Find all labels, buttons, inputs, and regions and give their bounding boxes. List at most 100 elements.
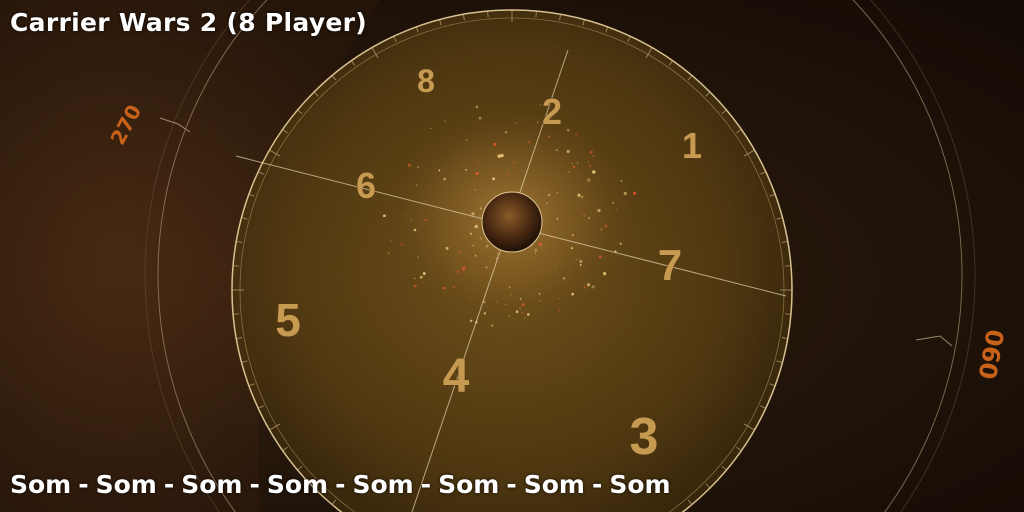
star-particle: [475, 225, 479, 229]
player-name: Som: [438, 470, 499, 499]
star-particle: [471, 212, 474, 215]
star-particle: [448, 207, 449, 208]
star-particle: [597, 209, 600, 212]
star-particle: [505, 304, 506, 305]
star-particle: [593, 155, 595, 157]
player-name: Som: [524, 470, 585, 499]
star-particle: [571, 247, 573, 249]
star-particle: [559, 310, 561, 312]
star-particle: [383, 214, 386, 217]
star-particle: [475, 255, 477, 257]
star-particle: [507, 173, 509, 175]
star-particle: [491, 325, 493, 327]
scope-tick: [488, 11, 489, 17]
star-particle: [430, 128, 431, 129]
star-particle: [587, 283, 590, 286]
star-particle: [465, 169, 467, 171]
star-particle: [590, 151, 593, 154]
star-particle: [472, 245, 474, 247]
star-particle: [575, 133, 577, 135]
star-particle: [408, 163, 412, 167]
star-particle: [515, 122, 516, 123]
star-particle: [388, 253, 389, 254]
star-particle: [592, 170, 596, 174]
star-particle: [577, 209, 578, 210]
star-particle: [480, 237, 482, 239]
scope-tick: [233, 266, 239, 267]
star-particle: [446, 247, 449, 250]
star-particle: [479, 215, 481, 217]
star-particle: [572, 163, 573, 164]
star-particle: [520, 298, 522, 300]
star-particle: [581, 196, 583, 198]
player-name: Som: [609, 470, 670, 499]
map-title: Carrier Wars 2 (8 Player): [10, 8, 367, 37]
start-position-1: 1: [682, 125, 702, 166]
star-particle: [480, 207, 482, 209]
star-particle: [537, 121, 539, 123]
star-particle: [459, 251, 461, 253]
star-particle: [470, 233, 472, 235]
star-particle: [567, 150, 570, 153]
star-particle: [443, 178, 446, 181]
player-separator: -: [71, 470, 95, 499]
start-position-6: 6: [356, 165, 376, 206]
star-particle: [497, 154, 501, 158]
star-particle: [476, 172, 479, 175]
star-particle: [513, 162, 515, 164]
star-particle: [580, 264, 582, 266]
star-particle: [496, 301, 497, 302]
star-particle: [603, 272, 606, 275]
player-separator: -: [414, 470, 438, 499]
star-particle: [420, 221, 421, 222]
star-particle: [422, 282, 423, 283]
player-separator: -: [242, 470, 266, 499]
star-particle: [555, 267, 556, 268]
start-position-8: 8: [417, 63, 435, 99]
star-particle: [466, 139, 467, 140]
star-particle: [390, 241, 391, 242]
star-particle: [486, 245, 489, 248]
star-particle: [508, 315, 510, 317]
star-particle: [616, 209, 617, 210]
star-particle: [470, 320, 472, 322]
star-particle: [474, 189, 476, 191]
scope-tick: [785, 266, 791, 267]
star-particle: [492, 177, 495, 180]
star-particle: [557, 192, 558, 193]
player-name: Som: [96, 470, 157, 499]
star-particle: [521, 312, 523, 314]
star-particle: [522, 303, 525, 306]
star-particle: [417, 256, 419, 258]
star-particle: [414, 229, 417, 232]
star-particle: [453, 286, 455, 288]
star-particle: [589, 165, 591, 167]
star-particle: [577, 194, 580, 197]
star-particle: [511, 294, 512, 295]
star-particle: [604, 224, 607, 227]
player-name: Som: [181, 470, 242, 499]
star-particle: [464, 266, 465, 267]
star-particle: [505, 131, 507, 133]
star-particle: [534, 249, 537, 252]
star-particle: [479, 117, 482, 120]
star-particle: [577, 162, 578, 163]
star-particle: [453, 116, 454, 117]
star-particle: [573, 166, 575, 168]
start-position-7: 7: [658, 241, 682, 290]
start-position-4: 4: [443, 350, 470, 403]
star-particle: [414, 278, 415, 279]
star-particle: [587, 178, 590, 181]
star-particle: [591, 285, 594, 288]
player-name: Som: [267, 470, 328, 499]
player-name: Som: [10, 470, 71, 499]
star-particle: [633, 192, 636, 195]
star-particle: [520, 307, 521, 308]
star-particle: [525, 317, 526, 318]
star-particle: [444, 121, 445, 122]
star-particle: [484, 312, 487, 315]
star-particle: [493, 143, 496, 146]
scope-tick: [233, 314, 239, 315]
player-separator: -: [585, 470, 609, 499]
